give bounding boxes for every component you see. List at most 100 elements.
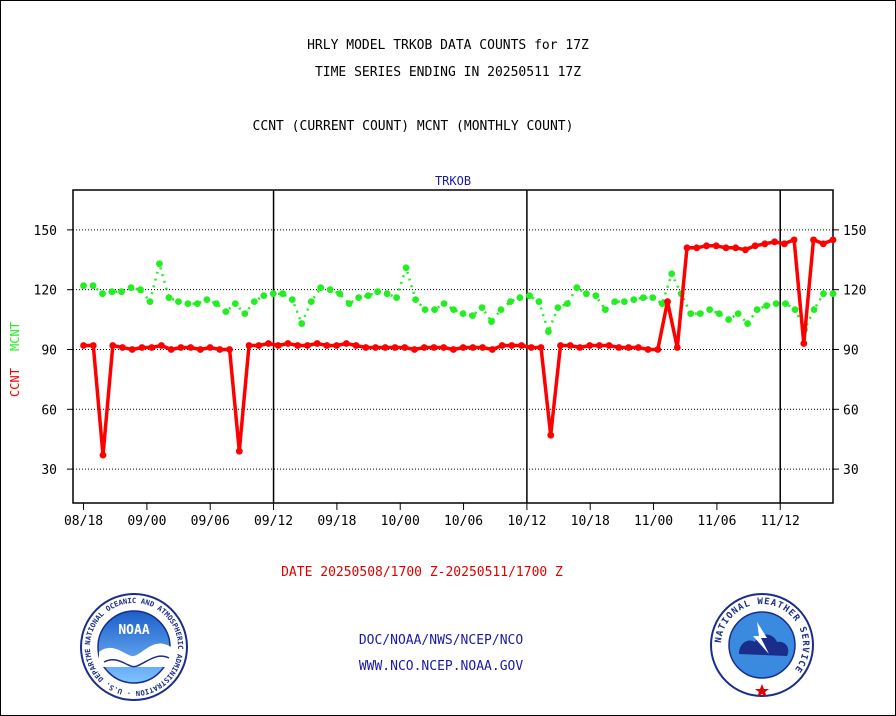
ccnt-series-point bbox=[362, 344, 370, 351]
mcnt-series-point bbox=[336, 290, 344, 298]
ccnt-series-point bbox=[138, 344, 146, 351]
xtick-label: 09/12 bbox=[254, 514, 293, 529]
mcnt-series-point bbox=[383, 290, 391, 298]
ytick-label-left: 150 bbox=[34, 224, 57, 239]
mcnt-series-point bbox=[450, 306, 457, 314]
mcnt-series-point bbox=[554, 304, 562, 312]
mcnt-series-point bbox=[175, 298, 182, 306]
mcnt-series-point bbox=[478, 304, 486, 312]
ccnt-series-point bbox=[430, 344, 438, 351]
ccnt-series-point bbox=[274, 342, 282, 349]
mcnt-series-point bbox=[412, 296, 419, 304]
mcnt-series-point bbox=[165, 294, 173, 302]
mcnt-series-point bbox=[156, 260, 163, 268]
mcnt-series-point bbox=[516, 294, 524, 302]
mcnt-series-point bbox=[89, 282, 97, 290]
ccnt-series-point bbox=[722, 244, 730, 252]
mcnt-series-point bbox=[307, 298, 315, 306]
ccnt-series-point bbox=[673, 344, 681, 351]
ccnt-series-point bbox=[790, 236, 798, 244]
ccnt-series-point bbox=[596, 342, 603, 349]
mcnt-series-point bbox=[639, 294, 647, 302]
ccnt-series-point bbox=[206, 344, 214, 351]
mcnt-series-point bbox=[820, 290, 827, 298]
ccnt-series-point bbox=[80, 342, 87, 349]
ccnt-series-point bbox=[226, 346, 233, 353]
chart-title: TRKOB bbox=[435, 174, 471, 188]
mcnt-series-point bbox=[687, 310, 695, 318]
ccnt-series-point bbox=[508, 342, 516, 349]
ccnt-series-point bbox=[683, 244, 691, 252]
xtick-label: 11/06 bbox=[697, 514, 736, 529]
ylabel-mcnt: MCNT bbox=[8, 322, 22, 351]
ccnt-series-point bbox=[440, 344, 448, 351]
ccnt-series-point bbox=[703, 242, 710, 250]
ytick-label-left: 120 bbox=[34, 284, 57, 299]
doc-link[interactable]: DOC/NOAA/NWS/NCEP/NCO bbox=[358, 633, 524, 648]
ccnt-series-point bbox=[89, 342, 97, 349]
mcnt-series-point bbox=[620, 298, 628, 306]
mcnt-series-point bbox=[545, 328, 552, 335]
ccnt-series-point bbox=[265, 340, 272, 347]
ccnt-series-point bbox=[810, 236, 817, 244]
ccnt-series-point bbox=[625, 344, 633, 351]
mcnt-series-point bbox=[782, 300, 789, 308]
mcnt-series-point bbox=[431, 306, 438, 314]
y-axis-label-group: CCNT MCNT bbox=[8, 322, 22, 397]
ccnt-series-point bbox=[615, 344, 623, 351]
xtick-label: 10/18 bbox=[571, 514, 610, 529]
ccnt-series-point bbox=[459, 344, 467, 351]
ccnt-series-point bbox=[401, 344, 409, 351]
mcnt-series-point bbox=[772, 300, 780, 308]
mcnt-series-point bbox=[497, 306, 505, 314]
ccnt-series-point bbox=[742, 246, 749, 254]
ytick-label-right: 30 bbox=[843, 463, 859, 478]
ccnt-series-point bbox=[245, 342, 253, 349]
ytick-label-left: 60 bbox=[41, 403, 57, 418]
ccnt-series-point bbox=[313, 340, 321, 347]
title-line-1: HRLY MODEL TRKOB DATA COUNTS for 17Z bbox=[307, 38, 589, 53]
mcnt-series-point bbox=[696, 310, 704, 318]
ccnt-series-point bbox=[605, 342, 613, 349]
mcnt-series-point bbox=[393, 294, 401, 302]
ccnt-series-point bbox=[342, 340, 350, 347]
mcnt-series-point bbox=[288, 296, 296, 304]
mcnt-series-point bbox=[364, 292, 372, 300]
ccnt-series-point bbox=[771, 238, 779, 246]
ccnt-series-point bbox=[148, 344, 156, 351]
mcnt-series-point bbox=[212, 300, 220, 308]
mcnt-series-point bbox=[421, 306, 429, 314]
ccnt-series-point bbox=[664, 298, 671, 306]
mcnt-series-point bbox=[317, 284, 325, 292]
mcnt-series-point bbox=[374, 288, 382, 296]
ccnt-series-point bbox=[780, 240, 788, 248]
ccnt-series-point bbox=[187, 344, 195, 351]
ccnt-series-point bbox=[372, 344, 379, 351]
mcnt-series-point bbox=[250, 298, 258, 306]
mcnt-series-point bbox=[601, 306, 609, 314]
ccnt-series-point bbox=[537, 344, 545, 351]
title-line-3: CCNT (CURRENT COUNT) MCNT (MONTHLY COUNT… bbox=[252, 119, 574, 134]
ccnt-series-point bbox=[566, 342, 574, 349]
ccnt-series-point bbox=[158, 342, 165, 349]
mcnt-series-point bbox=[269, 290, 277, 298]
ccnt-series-point bbox=[761, 240, 769, 248]
mcnt-series-point bbox=[753, 306, 761, 314]
mcnt-series-point bbox=[611, 298, 619, 306]
mcnt-series-point bbox=[231, 300, 239, 308]
ccnt-series-point bbox=[644, 346, 652, 353]
ccnt-series-point bbox=[333, 342, 341, 349]
ccnt-series-point bbox=[323, 342, 331, 349]
mcnt-series-point bbox=[734, 310, 742, 318]
ccnt-series-point bbox=[381, 344, 389, 351]
mcnt-series-point bbox=[279, 290, 287, 298]
xtick-label: 11/12 bbox=[761, 514, 800, 529]
mcnt-series-point bbox=[488, 318, 495, 325]
website-link[interactable]: WWW.NCO.NCEP.NOAA.GOV bbox=[358, 659, 524, 674]
ccnt-series-point bbox=[109, 342, 117, 349]
mcnt-series-point bbox=[203, 296, 211, 304]
mcnt-series-point bbox=[222, 308, 230, 316]
mcnt-series-point bbox=[440, 300, 448, 308]
xtick-label: 09/06 bbox=[191, 514, 230, 529]
